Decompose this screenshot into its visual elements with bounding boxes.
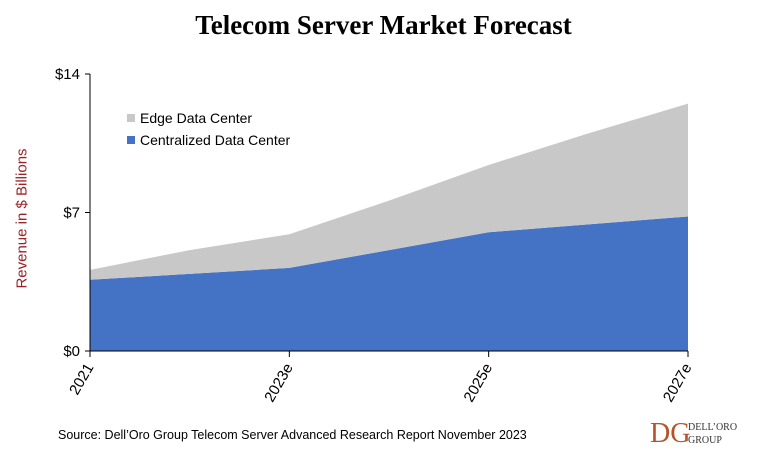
logo-line1: DELL’ORO	[688, 422, 737, 433]
y-tick-label: $0	[63, 343, 80, 360]
x-tick-labels: 2021 2023e 2025e 2027e	[66, 360, 695, 405]
source-note: Source: Dell’Oro Group Telecom Server Ad…	[58, 428, 527, 442]
chart-axes	[85, 73, 689, 357]
legend-swatch	[127, 136, 135, 144]
area-centralized-data-center	[90, 216, 688, 351]
legend-label: Centralized Data Center	[140, 132, 291, 148]
logo-line2: GROUP	[688, 435, 722, 446]
x-tick-label: 2023e	[261, 361, 297, 406]
dell-oro-logo: DG DELL’ORO GROUP	[650, 418, 750, 449]
chart-title: Telecom Server Market Forecast	[195, 10, 572, 40]
x-tick-label: 2021	[66, 361, 97, 398]
y-tick-labels: $0 $7 $14	[55, 66, 80, 360]
logo-mark: DG	[650, 418, 690, 448]
y-tick-label: $14	[55, 66, 80, 83]
y-tick-label: $7	[63, 205, 80, 222]
legend-swatch	[127, 114, 135, 122]
legend: Edge Data Center Centralized Data Center	[127, 110, 291, 148]
chart-areas	[90, 103, 688, 351]
legend-label: Edge Data Center	[140, 110, 252, 126]
x-tick-label: 2027e	[660, 361, 696, 406]
area-edge-data-center	[90, 103, 688, 280]
x-tick-label: 2025e	[461, 360, 497, 405]
